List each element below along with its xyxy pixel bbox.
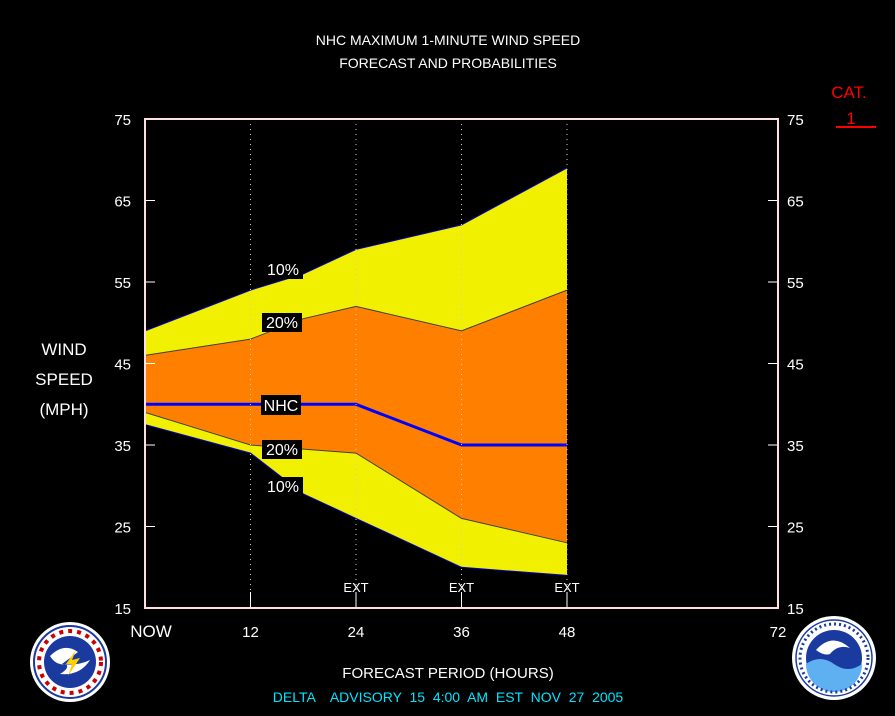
y-tick-label-right-55: 55	[787, 275, 804, 292]
category-value: 1	[846, 109, 855, 128]
band-label-20-lower: 20%	[262, 440, 302, 459]
x-tick-label-72: 72	[770, 624, 787, 641]
band-label-10-upper: 10%	[263, 260, 303, 279]
x-tick-label-36: 36	[453, 624, 470, 641]
y-tick-labels-right: 75 65 55 45 35 25 15	[787, 112, 804, 618]
y-tick-label-right-35: 35	[787, 438, 804, 455]
band-label-20-upper: 20%	[262, 313, 302, 332]
x-axis-label: FORECAST PERIOD (HOURS)	[342, 665, 553, 682]
band-20-lower-edge	[144, 411, 568, 544]
y-tick-label-left-15: 15	[114, 601, 131, 618]
y-tick-label-left-55: 55	[114, 275, 131, 292]
y-tick-label-right-65: 65	[787, 194, 804, 211]
svg-text:20%: 20%	[266, 442, 298, 459]
plot-frame	[144, 118, 779, 609]
band-label-10-lower: 10%	[263, 477, 303, 496]
ext-label-48h: EXT	[554, 580, 579, 595]
axis-ticks	[145, 200, 778, 608]
svg-text:10%: 10%	[267, 262, 299, 279]
chart-title-line1: NHC MAXIMUM 1-MINUTE WIND SPEED	[316, 32, 580, 48]
svg-text:NHC: NHC	[264, 398, 299, 415]
band-10-lower-edge	[144, 424, 568, 576]
category-label: CAT.	[831, 83, 867, 102]
noaa-logo	[792, 616, 876, 700]
x-tick-label-12: 12	[242, 624, 259, 641]
advisory-line: DELTA ADVISORY 15 4:00 AM EST NOV 27 200…	[273, 689, 624, 705]
x-tick-label-48: 48	[559, 624, 576, 641]
y-axis-label-line3: (MPH)	[39, 400, 88, 419]
y-axis-label-line2: SPEED	[35, 370, 93, 389]
y-tick-label-left-65: 65	[114, 194, 131, 211]
x-tick-labels: NOW 12 24 36 48 72	[130, 622, 786, 641]
y-tick-label-left-35: 35	[114, 438, 131, 455]
y-tick-label-right-75: 75	[787, 112, 804, 129]
nws-logo	[30, 622, 110, 702]
y-tick-label-left-25: 25	[114, 520, 131, 537]
svg-text:20%: 20%	[266, 315, 298, 332]
y-tick-label-right-45: 45	[787, 357, 804, 374]
svg-text:10%: 10%	[267, 479, 299, 496]
x-tick-label-now: NOW	[130, 622, 172, 641]
y-axis-label-line1: WIND	[41, 340, 86, 359]
ext-label-24h: EXT	[343, 580, 368, 595]
y-tick-labels-left: 75 65 55 45 35 25 15	[114, 112, 131, 618]
x-tick-label-24: 24	[348, 624, 365, 641]
y-tick-label-right-15: 15	[787, 601, 804, 618]
y-tick-label-left-45: 45	[114, 357, 131, 374]
band-label-nhc: NHC	[261, 395, 301, 415]
ext-label-36h: EXT	[449, 580, 474, 595]
ext-labels: EXT EXT EXT	[343, 580, 579, 595]
y-tick-label-left-75: 75	[114, 112, 131, 129]
y-tick-label-right-25: 25	[787, 520, 804, 537]
band-20-upper-edge	[144, 289, 568, 356]
chart-title-line2: FORECAST AND PROBABILITIES	[339, 55, 557, 71]
